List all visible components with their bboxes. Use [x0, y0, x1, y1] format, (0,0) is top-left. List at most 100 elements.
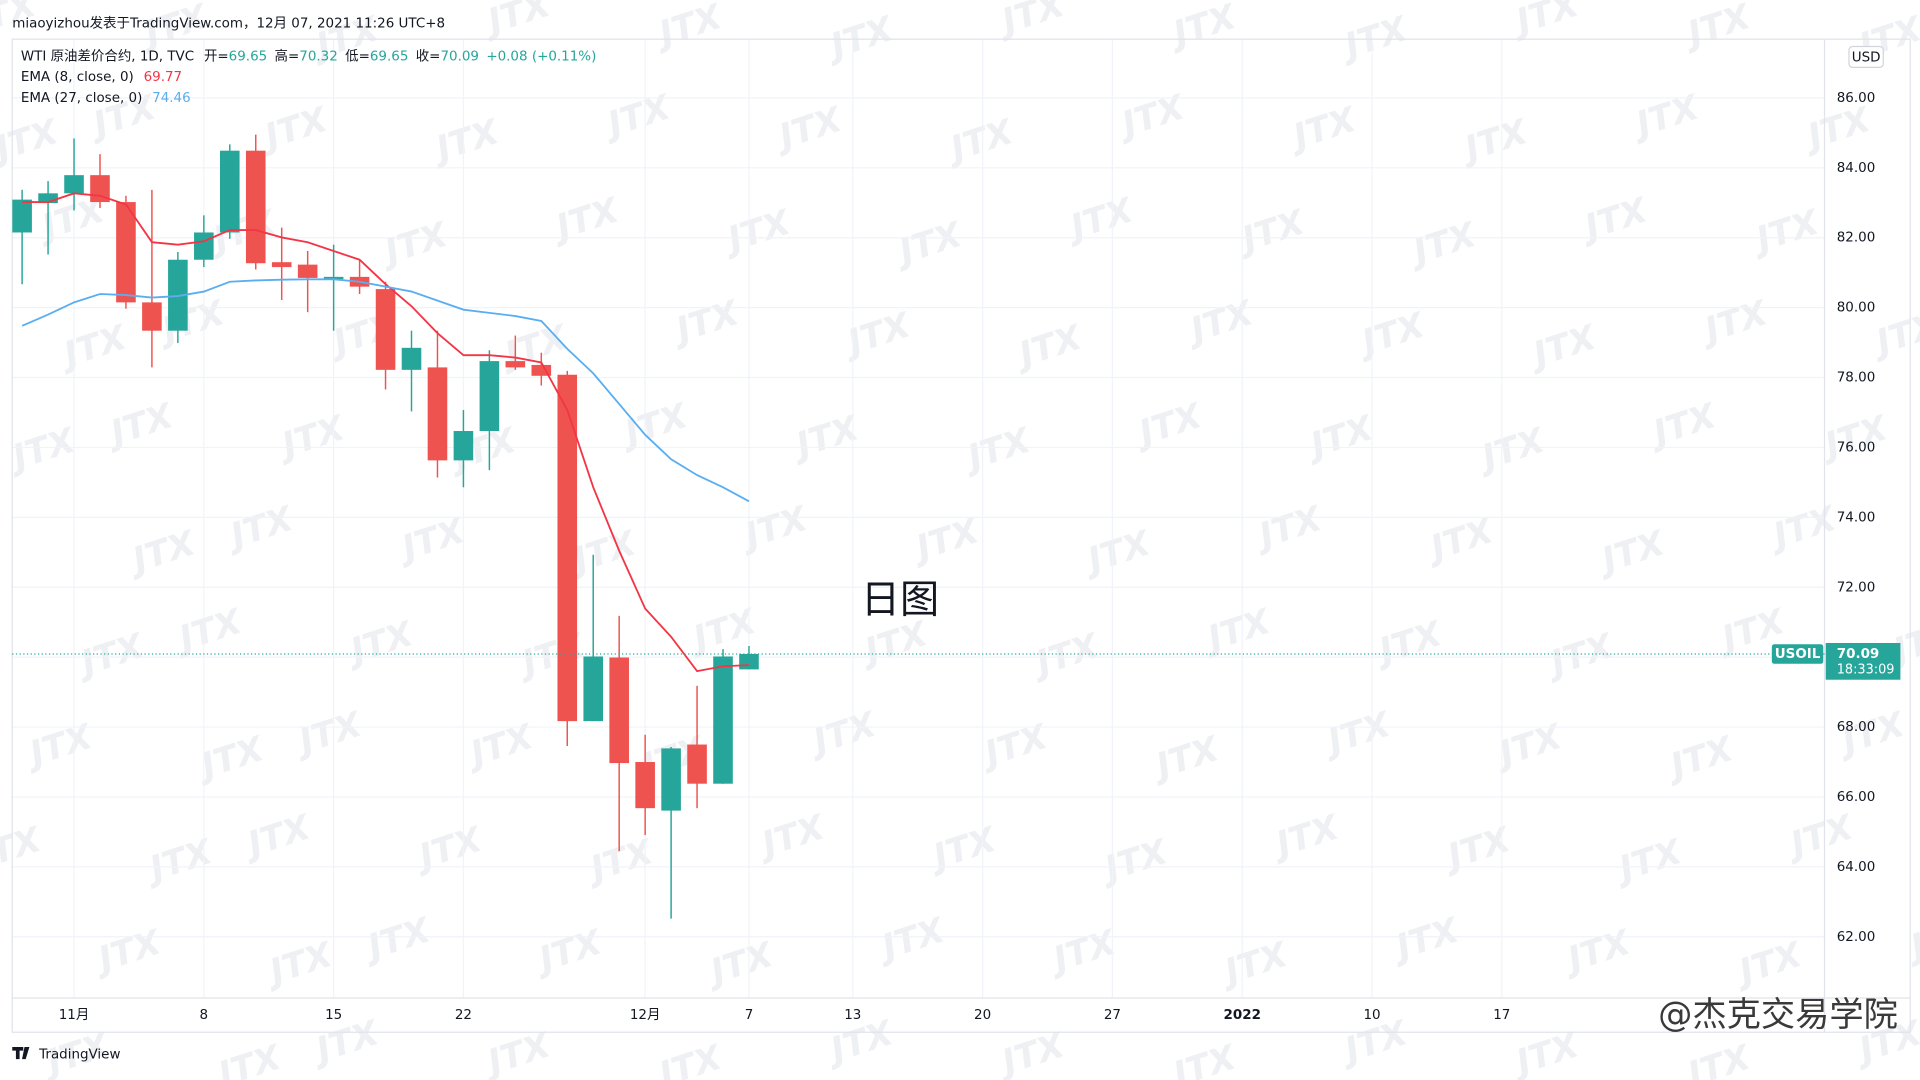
- candle-body: [609, 657, 629, 764]
- watermark: JTX: [512, 626, 591, 686]
- candle-body: [297, 264, 318, 278]
- watermark: JTX: [71, 626, 150, 686]
- watermark: JTX: [1369, 614, 1448, 674]
- countdown: 18:33:09: [1837, 662, 1895, 677]
- watermark: JTX: [1523, 317, 1602, 377]
- watermark: JTX: [649, 0, 728, 56]
- watermark: JTX: [546, 190, 625, 250]
- candle-body: [583, 656, 604, 722]
- ema-name: EMA (27, close, 0): [21, 91, 143, 106]
- watermark: JTX: [1506, 0, 1585, 44]
- watermark: JTX: [1249, 499, 1328, 559]
- watermark: JTX: [803, 704, 882, 764]
- ohlc-label: 高=: [275, 47, 300, 64]
- watermark: JTX: [700, 934, 779, 994]
- candle-body: [142, 302, 162, 331]
- watermark: JTX: [477, 0, 556, 44]
- watermark: JTX: [1146, 729, 1225, 789]
- watermark: JTX: [1626, 87, 1705, 147]
- watermark: JTX: [357, 910, 436, 970]
- brand-logo: [12, 1046, 30, 1060]
- x-tick-label: 22: [455, 1008, 472, 1023]
- watermark: JTX: [923, 819, 1002, 879]
- watermark: JTX: [1300, 408, 1379, 468]
- watermark: JTX: [889, 214, 968, 274]
- watermark: JTX: [122, 523, 201, 583]
- watermark: JTX: [0, 112, 64, 172]
- y-tick-label: 82.00: [1837, 231, 1876, 246]
- candle-body: [38, 193, 58, 204]
- y-tick-label: 80.00: [1837, 301, 1876, 316]
- watermark: JTX: [717, 202, 796, 262]
- watermark: JTX: [957, 420, 1036, 480]
- candle-body: [12, 199, 32, 233]
- watermark: JTX: [169, 601, 248, 661]
- ema-line: [22, 192, 750, 673]
- watermark: JTX: [975, 716, 1054, 776]
- watermark: JTX: [100, 396, 179, 456]
- watermark: JTX: [649, 1037, 728, 1080]
- watermark: JTX: [1455, 112, 1534, 172]
- ohlc-value: 69.65: [370, 49, 409, 64]
- price-box: [1825, 642, 1901, 680]
- watermark: JTX: [139, 832, 218, 892]
- ema-legend: EMA (27, close, 0) 74.46: [21, 91, 191, 106]
- watermark: JTX: [1163, 1037, 1242, 1080]
- y-tick-label: 78.00: [1837, 371, 1876, 386]
- watermark: JTX: [54, 317, 133, 377]
- currency-box: [1848, 45, 1884, 68]
- watermark: JTX: [1095, 832, 1174, 892]
- watermark: JTX: [1763, 499, 1842, 559]
- watermark: JTX: [340, 614, 419, 674]
- x-tick-label: 15: [325, 1008, 342, 1023]
- watermark: JTX: [220, 499, 299, 559]
- watermark: JTX: [1180, 293, 1259, 353]
- candle-body: [531, 364, 552, 376]
- watermark: JTX: [392, 511, 471, 571]
- candle-body: [453, 431, 474, 461]
- watermark: JTX: [1026, 626, 1105, 686]
- ohlc-label: 低=: [345, 48, 370, 64]
- grid: [12, 39, 1825, 998]
- watermark: JTX: [19, 716, 98, 776]
- x-tick-label: 7: [745, 1008, 754, 1023]
- candle-body: [505, 361, 526, 368]
- watermark: JTX: [666, 293, 745, 353]
- watermark: JTX: [426, 112, 505, 172]
- watermark: JTX: [460, 716, 539, 776]
- watermark: JTX: [191, 729, 270, 789]
- watermark: JTX: [88, 922, 167, 982]
- candle-body: [375, 289, 396, 370]
- candle-body: [194, 232, 214, 260]
- y-tick-label: 86.00: [1837, 91, 1876, 106]
- watermark: JTX: [735, 499, 814, 559]
- marks: [12, 134, 1825, 919]
- watermark: JTX: [1352, 305, 1431, 365]
- watermark: JTX: [1506, 1025, 1585, 1080]
- watermark: JTX: [1780, 807, 1859, 867]
- watermark: JTX: [597, 87, 676, 147]
- watermark: JTX: [1197, 601, 1276, 661]
- watermark: JTX: [272, 408, 351, 468]
- candle-body: [245, 150, 266, 264]
- candle-body: [557, 374, 578, 722]
- watermark: JTX: [1060, 190, 1139, 250]
- brand: TradingView: [38, 1047, 120, 1062]
- ema-line: [21, 278, 750, 503]
- change: +0.08 (+0.11%): [486, 49, 596, 64]
- watermark: JTX: [1677, 0, 1756, 56]
- page-title: miaoyizhou发表于TradingView.com，12月 07, 202…: [12, 15, 445, 31]
- watermark: JTX: [1609, 832, 1688, 892]
- watermark: JTX: [529, 922, 608, 982]
- watermark: JTX: [2, 420, 81, 480]
- y-tick-label: 84.00: [1837, 161, 1876, 176]
- watermark: JTX: [1112, 87, 1191, 147]
- watermark: JTX: [1575, 190, 1654, 250]
- ema-value: 74.46: [152, 91, 191, 106]
- watermark: JTX: [208, 1037, 287, 1080]
- watermark: JTX: [1403, 214, 1482, 274]
- watermark: JTX: [237, 807, 316, 867]
- x-tick-label: 12月: [630, 1008, 661, 1023]
- candle-body: [219, 150, 240, 233]
